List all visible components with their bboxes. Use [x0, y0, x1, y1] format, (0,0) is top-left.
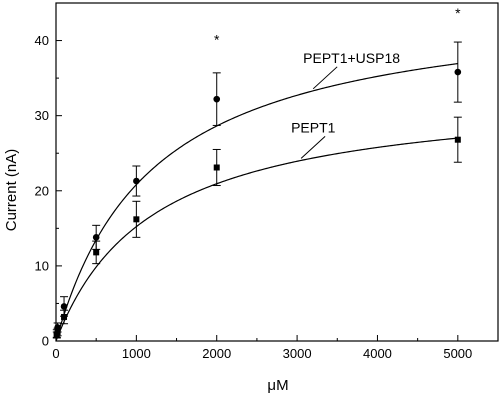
leader-line-pept1	[300, 136, 326, 159]
fit-curve-pept1-usp18	[55, 62, 458, 342]
x-tick-label: 0	[52, 346, 59, 361]
data-point-pept1-usp18	[92, 234, 100, 241]
x-tick-label: 3000	[283, 346, 312, 361]
data-point-pept1-usp18	[213, 95, 221, 103]
data-point-pept1	[53, 331, 60, 338]
y-tick-label: 40	[35, 33, 49, 48]
series-label-pept1: PEPT1	[291, 119, 336, 135]
data-point-pept1-usp18	[60, 303, 68, 310]
x-tick-label: 1000	[122, 346, 151, 361]
data-point-pept1	[213, 164, 220, 171]
y-tick-label: 20	[35, 183, 49, 198]
data-point-pept1-usp18	[454, 68, 462, 76]
y-tick-label: 30	[35, 108, 49, 123]
significance-marker: *	[214, 31, 220, 47]
leader-line-pept1-usp18	[312, 66, 338, 90]
x-tick-label: 2000	[202, 346, 231, 361]
data-point-pept1-usp18	[133, 177, 140, 185]
x-axis-title: μM	[267, 377, 288, 394]
data-point-pept1	[93, 249, 100, 256]
significance-marker: *	[455, 5, 461, 21]
y-axis-title: Current (nA)	[3, 149, 20, 232]
data-point-pept1	[54, 328, 61, 335]
plot-frame	[55, 2, 499, 342]
plot-area: 0 1000 2000 3000 4000 5000 0 10 20 30 40 PEPT1+USP1…	[35, 2, 499, 361]
x-tick-label: 5000	[443, 346, 472, 361]
y-tick-label: 0	[42, 334, 49, 349]
x-tick-label: 4000	[363, 346, 392, 361]
fit-curve-pept1	[55, 137, 458, 342]
series-label-pept1-usp18: PEPT1+USP18	[303, 50, 400, 66]
y-tick-label: 10	[35, 258, 49, 273]
data-point-pept1	[133, 216, 140, 223]
data-point-pept1	[61, 313, 68, 320]
data-point-pept1	[454, 136, 461, 143]
